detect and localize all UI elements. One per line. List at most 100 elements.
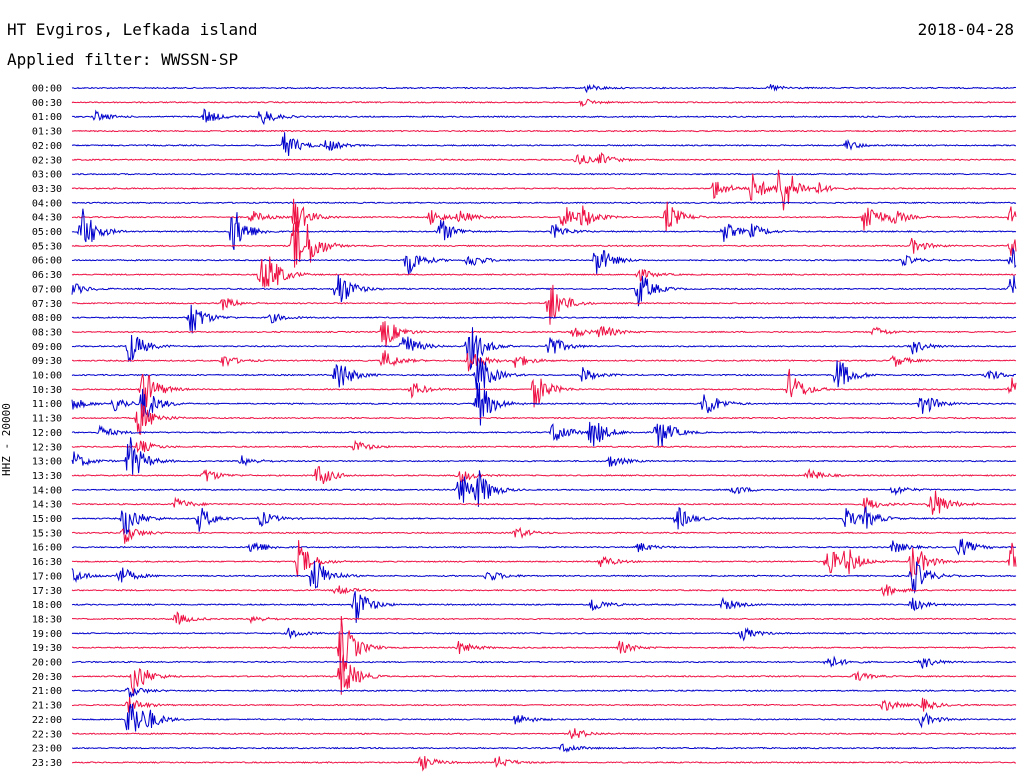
- trace-line: [71, 152, 1017, 165]
- time-tick-label: 21:30: [32, 701, 62, 712]
- trace-line: [71, 490, 1017, 515]
- time-tick-label: 18:30: [32, 614, 62, 625]
- trace-line: [71, 382, 1017, 426]
- trace-line: [71, 584, 1017, 598]
- trace-line: [71, 98, 1017, 108]
- time-tick-label: 09:30: [32, 356, 62, 367]
- trace-line: [71, 421, 1017, 447]
- time-tick-label: 23:30: [32, 758, 62, 769]
- time-tick-label: 05:00: [32, 227, 62, 238]
- time-tick-label: 19:00: [32, 629, 62, 640]
- trace-line: [71, 355, 1017, 390]
- time-tick-label: 20:00: [32, 658, 62, 669]
- time-tick-label: 04:30: [32, 213, 62, 224]
- time-tick-label: 04:00: [32, 198, 62, 209]
- trace-line: [71, 172, 1017, 176]
- time-tick-label: 02:30: [32, 155, 62, 166]
- trace-line: [71, 208, 1017, 251]
- time-tick-label: 17:00: [32, 571, 62, 582]
- trace-line: [71, 591, 1017, 623]
- time-tick-label: 01:00: [32, 112, 62, 123]
- time-tick-label: 06:00: [32, 256, 62, 267]
- trace-line: [71, 437, 1017, 475]
- trace-line: [71, 304, 1017, 334]
- trace-line: [71, 321, 1017, 347]
- time-tick-label: 03:00: [32, 170, 62, 181]
- time-tick-label: 13:30: [32, 471, 62, 482]
- trace-line: [71, 728, 1017, 739]
- trace-line: [71, 169, 1017, 211]
- time-tick-label: 07:00: [32, 284, 62, 295]
- trace-line: [71, 284, 1017, 325]
- time-tick-label: 10:00: [32, 371, 62, 382]
- trace-line: [71, 626, 1017, 642]
- trace-line: [71, 368, 1017, 410]
- station-title: HT Evgiros, Lefkada island: [7, 20, 258, 39]
- time-tick-label: 21:00: [32, 686, 62, 697]
- time-tick-label: 20:30: [32, 672, 62, 683]
- time-tick-label: 00:30: [32, 98, 62, 109]
- time-tick-label: 00:00: [32, 84, 62, 95]
- time-tick-label: 22:30: [32, 729, 62, 740]
- trace-line: [71, 350, 1017, 372]
- trace-line: [71, 703, 1017, 732]
- time-tick-label: 12:00: [32, 428, 62, 439]
- trace-line: [71, 687, 1017, 699]
- time-tick-label: 05:30: [32, 241, 62, 252]
- trace-line: [71, 611, 1017, 625]
- time-tick-label: 10:30: [32, 385, 62, 396]
- trace-line: [71, 129, 1017, 133]
- filter-label: Applied filter: WWSSN-SP: [7, 50, 239, 69]
- trace-line: [71, 526, 1017, 544]
- time-tick-label: 16:30: [32, 557, 62, 568]
- trace-line: [71, 540, 1017, 577]
- trace-line: [71, 132, 1016, 157]
- time-tick-label: 08:30: [32, 327, 62, 338]
- time-tick-label: 19:30: [32, 643, 62, 654]
- time-tick-label: 23:00: [32, 744, 62, 755]
- trace-line: [71, 505, 1017, 535]
- time-tick-label: 18:00: [32, 600, 62, 611]
- date-label: 2018-04-28: [917, 20, 1014, 39]
- time-tick-label: 16:00: [32, 543, 62, 554]
- trace-line: [71, 220, 1017, 268]
- trace-line: [71, 403, 1017, 435]
- time-tick-label: 12:30: [32, 442, 62, 453]
- trace-line: [71, 466, 1017, 485]
- time-tick-label: 06:30: [32, 270, 62, 281]
- trace-line: [71, 327, 1017, 371]
- trace-line: [71, 108, 1017, 126]
- trace-line: [71, 470, 1016, 507]
- trace-line: [71, 247, 1017, 276]
- time-tick-label: 11:00: [32, 399, 62, 410]
- time-tick-label: 01:30: [32, 127, 62, 138]
- time-tick-label: 11:30: [32, 414, 62, 425]
- time-tick-label: 15:00: [32, 514, 62, 525]
- trace-line: [71, 439, 1017, 453]
- time-tick-label: 02:00: [32, 141, 62, 152]
- time-tick-label: 14:30: [32, 500, 62, 511]
- trace-line: [71, 560, 1017, 594]
- time-tick-label: 09:00: [32, 342, 62, 353]
- trace-line: [71, 274, 1017, 307]
- trace-line: [71, 538, 1017, 556]
- time-tick-label: 17:30: [32, 586, 62, 597]
- time-tick-label: 07:30: [32, 299, 62, 310]
- time-tick-label: 22:00: [32, 715, 62, 726]
- trace-line: [71, 755, 1016, 772]
- trace-line: [71, 201, 1017, 205]
- trace-line: [71, 198, 1017, 232]
- time-tick-label: 08:00: [32, 313, 62, 324]
- trace-line: [71, 256, 1017, 288]
- trace-line: [71, 615, 1017, 674]
- time-tick-label: 15:30: [32, 528, 62, 539]
- time-tick-label: 14:00: [32, 485, 62, 496]
- trace-line: [71, 696, 1017, 713]
- trace-line: [71, 655, 1017, 669]
- trace-line: [71, 654, 1017, 696]
- trace-line: [71, 83, 1017, 94]
- trace-line: [72, 743, 1017, 753]
- time-tick-label: 13:00: [32, 457, 62, 468]
- time-tick-label: 03:30: [32, 184, 62, 195]
